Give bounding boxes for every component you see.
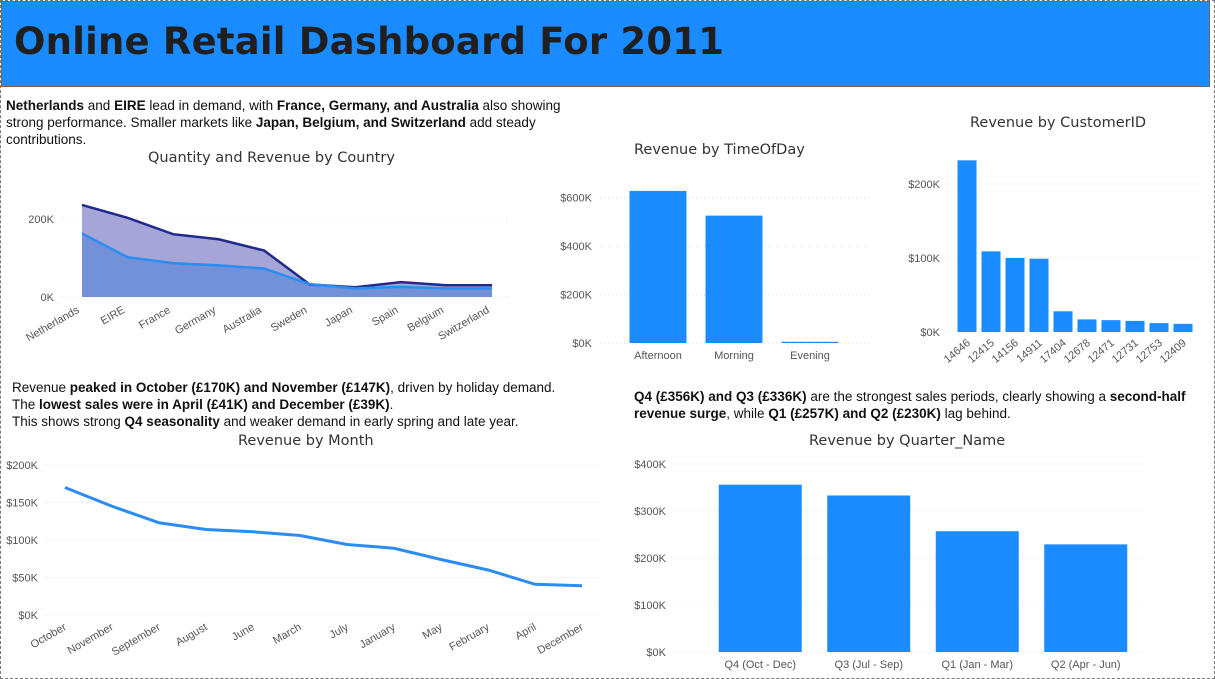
bar: [935, 531, 1019, 652]
y-tick-label: $400K: [560, 241, 592, 253]
y-tick-label: 200K: [28, 214, 54, 226]
note-segment: France, Germany, and Australia: [276, 98, 479, 113]
page-title: Online Retail Dashboard For 2011: [14, 20, 725, 63]
note-segment: Netherlands: [6, 98, 85, 113]
y-tick-label: $200K: [560, 290, 592, 302]
x-tick-label: Morning: [714, 350, 754, 362]
series-area: [82, 233, 492, 297]
month-chart-title: Revenue by Month: [238, 433, 374, 449]
bar: [781, 341, 839, 343]
x-tick-label: Afternoon: [634, 350, 682, 362]
note-segment: peaked in October (£170K) and November (…: [69, 380, 391, 395]
x-tick-label: Q1 (Jan - Mar): [941, 659, 1013, 671]
note-segment: lowest sales were in April (£41K) and De…: [39, 397, 390, 412]
x-tick-label: Q3 (Jul - Sep): [835, 659, 903, 671]
y-tick-label: 0K: [41, 292, 55, 304]
y-tick-label: $0K: [646, 647, 666, 659]
month-insight-text: Revenue peaked in October (£170K) and No…: [12, 379, 572, 430]
bar: [957, 160, 977, 332]
bar: [1149, 323, 1169, 332]
note-segment: second-half revenue surge: [634, 389, 1186, 421]
y-tick-label: $0K: [920, 327, 940, 339]
y-tick-label: $150K: [6, 498, 38, 510]
bar: [1053, 311, 1073, 332]
note-segment: Q4 seasonality: [124, 414, 220, 429]
bar: [629, 190, 687, 343]
note-segment: Q4 (£356K) and Q3 (£336K): [634, 389, 807, 404]
bar: [1005, 258, 1025, 332]
y-tick-label: $0K: [572, 338, 592, 350]
y-tick-label: $0K: [18, 610, 38, 622]
bar: [1173, 323, 1193, 332]
note-segment: are the strongest sales periods, clearly…: [806, 389, 1110, 404]
note-segment: and weaker demand in early spring and la…: [219, 414, 519, 429]
country-insight-text: Netherlands and EIRE lead in demand, wit…: [6, 97, 566, 148]
bar: [827, 495, 911, 652]
bar: [981, 251, 1001, 332]
quarter-chart-title: Revenue by Quarter_Name: [809, 433, 1006, 449]
bar: [1101, 320, 1121, 332]
note-segment: Revenue: [12, 380, 70, 395]
y-tick-label: $300K: [634, 506, 666, 518]
bar: [705, 215, 763, 343]
quarter-insight-text: Q4 (£356K) and Q3 (£336K) are the strong…: [634, 388, 1194, 422]
note-segment: This shows strong: [12, 414, 125, 429]
header-banner: Online Retail Dashboard For 2011: [1, 1, 1210, 87]
note-segment: and: [84, 98, 115, 113]
note-segment: , while: [726, 406, 769, 421]
y-tick-label: $200K: [908, 179, 940, 191]
note-segment: add steady contributions.: [6, 115, 536, 147]
note-segment: Q1 (£257K) and Q2 (£230K): [768, 406, 941, 421]
note-segment: lag behind.: [940, 406, 1011, 421]
note-segment: Japan, Belgium, and Switzerland: [255, 115, 466, 130]
y-tick-label: $400K: [634, 459, 666, 471]
customer-chart-title: Revenue by CustomerID: [970, 115, 1147, 131]
bar: [718, 484, 802, 652]
revenue-line: [64, 486, 583, 588]
y-tick-label: $100K: [634, 600, 666, 612]
note-segment: lead in demand, with: [145, 98, 277, 113]
y-tick-label: $200K: [6, 460, 38, 472]
y-tick-label: $100K: [6, 535, 38, 547]
x-tick-label: Evening: [790, 350, 830, 362]
note-segment: .: [389, 397, 394, 412]
y-tick-label: $200K: [634, 553, 666, 565]
x-tick-label: Q4 (Oct - Dec): [724, 659, 796, 671]
x-tick-label: Q2 (Apr - Jun): [1051, 659, 1121, 671]
bar: [1044, 544, 1128, 652]
country-chart-title: Quantity and Revenue by Country: [148, 150, 395, 166]
timeofday-chart-title: Revenue by TimeOfDay: [634, 142, 805, 158]
y-tick-label: $600K: [560, 193, 592, 205]
y-tick-label: $50K: [12, 573, 38, 585]
bar: [1029, 258, 1049, 332]
note-segment: , driven by holiday demand.: [390, 380, 556, 395]
bar: [1125, 320, 1145, 332]
note-segment: The: [12, 397, 40, 412]
note-segment: also showing strong performance. Smaller…: [6, 98, 561, 130]
series-line: [81, 203, 492, 289]
note-segment: EIRE: [114, 98, 146, 113]
bar: [1077, 319, 1097, 332]
y-tick-label: $100K: [908, 253, 940, 265]
series-line: [81, 232, 492, 290]
